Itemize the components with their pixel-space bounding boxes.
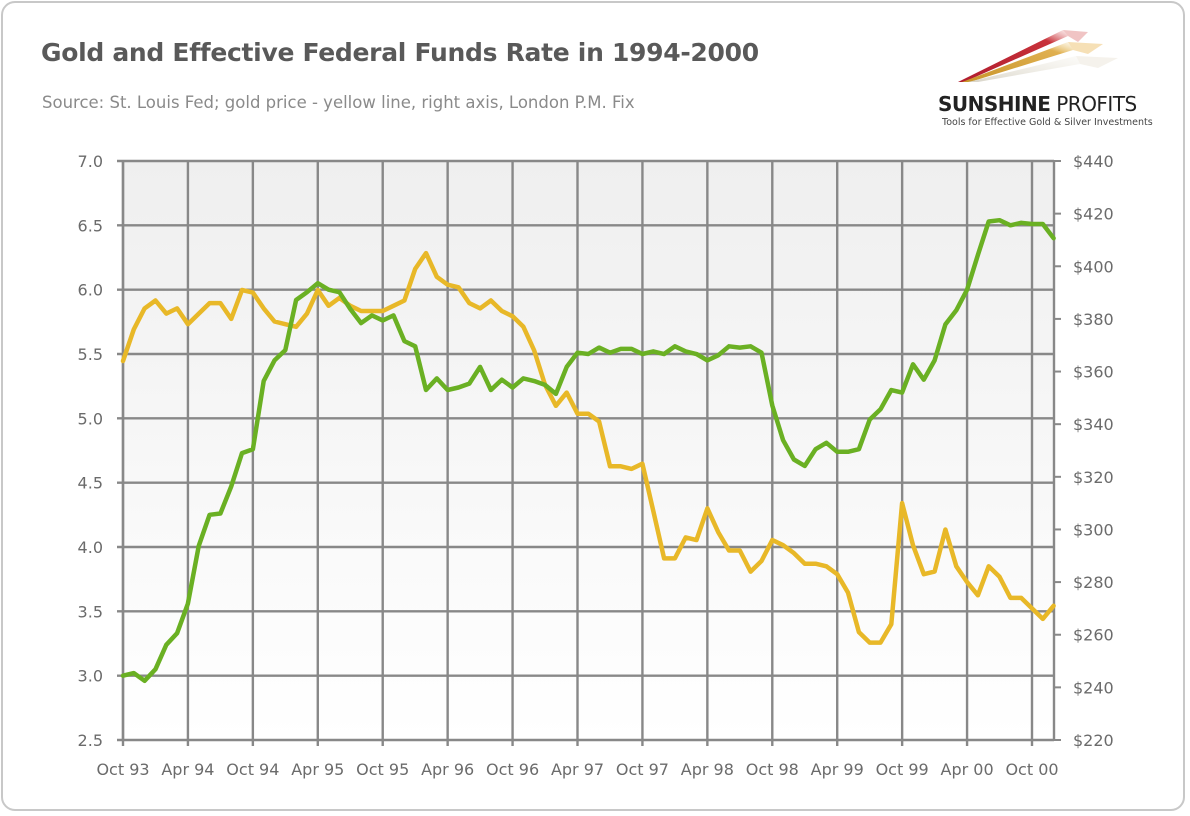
y-left-tick-label: 5.5 xyxy=(78,345,103,364)
logo-swoosh-icon xyxy=(958,30,1118,82)
y-right-tick-label: $360 xyxy=(1073,363,1114,382)
y-left-tick-label: 7.0 xyxy=(78,152,103,171)
x-tick-label: Oct 99 xyxy=(876,760,929,779)
x-tick-label: Oct 00 xyxy=(1005,760,1058,779)
x-tick-label: Oct 96 xyxy=(486,760,539,779)
y-right-tick-label: $320 xyxy=(1073,468,1114,487)
x-tick-label: Apr 00 xyxy=(941,760,994,779)
axes: 2.5 3.0 3.5 4.0 4.5 5.0 5.5 6.0 6.5 7.0 $220 $240 $2… xyxy=(78,152,1114,779)
y-left-tick-label: 4.5 xyxy=(78,474,103,493)
x-tick-label: Oct 94 xyxy=(226,760,279,779)
y-right-tick-label: $280 xyxy=(1073,573,1114,592)
logo-tagline: Tools for Effective Gold & Silver Invest… xyxy=(942,117,1153,128)
x-tick-label: Oct 95 xyxy=(356,760,409,779)
y-right-tick-label: $420 xyxy=(1073,205,1114,224)
y-left-tick-label: 3.5 xyxy=(78,602,103,621)
x-tick-label: Apr 98 xyxy=(681,760,734,779)
x-tick-label: Oct 93 xyxy=(96,760,149,779)
y-left-tick-label: 3.0 xyxy=(78,667,103,686)
y-left-tick-label: 5.0 xyxy=(78,409,103,428)
logo-name: SUNSHINE PROFITS xyxy=(938,92,1137,116)
x-tick-label: Apr 94 xyxy=(161,760,214,779)
y-right-tick-label: $340 xyxy=(1073,415,1114,434)
y-right-tick-label: $400 xyxy=(1073,257,1114,276)
y-right-tick-label: $440 xyxy=(1073,152,1114,171)
y-left-tick-label: 6.5 xyxy=(78,216,103,235)
y-left-tick-label: 4.0 xyxy=(78,538,103,557)
gridlines xyxy=(117,159,1054,746)
y-right-tick-label: $300 xyxy=(1073,520,1114,539)
y-right-tick-label: $220 xyxy=(1073,731,1114,750)
series-group xyxy=(120,217,1056,684)
x-tick-label: Oct 97 xyxy=(616,760,669,779)
plot-area xyxy=(123,161,1054,740)
sunshine-profits-logo: SUNSHINE PROFITS Tools for Effective Gol… xyxy=(928,20,1178,140)
y-right-tick-label: $240 xyxy=(1073,678,1114,697)
y-right-tick-label: $260 xyxy=(1073,626,1114,645)
x-tick-label: Apr 99 xyxy=(811,760,864,779)
y-right-tick-label: $380 xyxy=(1073,310,1114,329)
chart-title: Gold and Effective Federal Funds Rate in… xyxy=(41,38,759,67)
x-tick-label: Apr 95 xyxy=(291,760,344,779)
x-tick-label: Oct 98 xyxy=(746,760,799,779)
y-left-tick-label: 2.5 xyxy=(78,731,103,750)
x-tick-label: Apr 96 xyxy=(421,760,474,779)
x-tick-label: Apr 97 xyxy=(551,760,604,779)
y-left-tick-label: 6.0 xyxy=(78,281,103,300)
chart-subtitle: Source: St. Louis Fed; gold price - yell… xyxy=(42,93,635,112)
